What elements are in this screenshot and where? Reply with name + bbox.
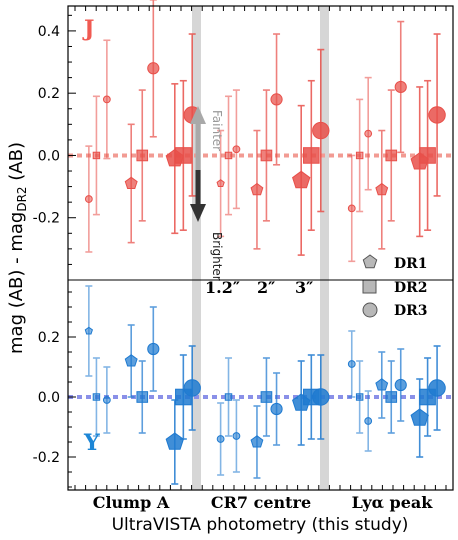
y-tick-label-y: 0.2 [38,330,60,346]
data-point-j-square-10 [224,151,233,160]
legend-label-dr1: DR1 [394,256,428,272]
data-point-y-circle-20 [364,417,373,425]
data-point-y-pentagon-6 [165,432,184,450]
data-point-y-pentagon-3 [124,354,138,367]
y-axis-label-end: (AB) [6,142,27,186]
band-label-j: J [82,16,94,42]
data-point-j-pentagon-15 [292,170,311,189]
x-minor-ticks [74,6,447,490]
data-point-y-circle-14 [270,402,283,416]
aperture-label-3: 3″ [295,278,313,297]
legend-marker-dr3 [362,302,378,318]
data-point-y-square-13 [260,391,273,403]
data-point-j-circle-20 [364,129,373,138]
y-tick-label-j: 0.4 [38,24,60,40]
y-tick-label-y: -0.2 [33,450,60,466]
data-point-y-circle-23 [394,378,407,392]
data-point-y-pentagon-0 [84,326,93,335]
data-point-j-circle-18 [347,204,356,213]
legend: DR1 DR2 DR3 [362,254,428,319]
data-point-j-circle-2 [102,95,111,104]
data-point-j-square-25 [419,147,436,164]
data-point-y-square-22 [385,391,398,403]
panel-j: -0.2 0.0 0.2 0.4 [33,0,453,281]
data-point-j-pentagon-12 [250,182,264,196]
legend-marker-dr1 [362,254,378,269]
y-axis-label: mag (AB) - magDR2 (AB) [6,142,29,354]
group-label-lya-peak: Lyα peak [352,493,434,512]
data-point-j-square-22 [385,149,398,162]
data-point-j-square-19 [355,151,364,160]
separator-band-1 [192,6,201,490]
y-axis-label-sub: DR2 [15,186,29,211]
data-point-y-circle-11 [232,432,241,440]
data-point-j-pentagon-9 [216,179,225,187]
brighter-arrow [190,170,206,222]
data-point-j-square-7 [175,147,192,164]
data-point-j-circle-0 [84,195,93,203]
aperture-label-1: 1.2″ [205,278,240,297]
group-label-cr7-centre: CR7 centre [211,493,311,512]
panel-y: -0.2 0.0 0.2 [33,285,453,488]
data-point-j-circle-17 [312,121,330,140]
y-tick-label-j: 0.2 [38,86,60,102]
data-point-j-pentagon-3 [124,176,138,189]
legend-label-dr2: DR2 [394,280,428,296]
fainter-label: Fainter [210,110,224,151]
data-point-y-circle-9 [216,435,225,443]
y-tick-label-j: -0.2 [33,211,60,227]
data-point-y-circle-8 [183,379,201,397]
y-axis-label-main: mag (AB) - mag [6,212,27,354]
y-tick-label-y: 0.0 [38,390,60,406]
data-point-y-pentagon-21 [375,378,389,391]
data-point-y-circle-2 [102,396,111,404]
brighter-label: Brighter [210,232,224,281]
data-point-y-circle-5 [147,342,160,356]
fainter-arrow [190,106,206,170]
legend-marker-dr2 [362,279,377,294]
data-point-y-square-19 [355,393,364,401]
data-point-j-square-4 [136,149,149,162]
data-point-y-square-4 [136,391,149,403]
data-point-y-circle-17 [312,388,330,406]
data-point-j-circle-5 [147,62,160,75]
data-point-j-circle-11 [232,145,241,154]
data-point-j-square-16 [303,147,320,164]
plot-frame [67,5,454,491]
aperture-label-2: 2″ [257,278,275,297]
y-tick-label-j: 0.0 [38,148,60,164]
legend-label-dr3: DR3 [394,303,428,319]
data-point-j-circle-26 [428,106,446,124]
data-point-j-square-13 [260,149,273,162]
separator-band-2 [320,6,329,490]
data-point-j-square-1 [92,151,101,160]
data-point-j-circle-23 [394,80,407,94]
data-point-j-pentagon-21 [375,182,389,196]
x-axis-label: UltraVISTA photometry (this study) [112,515,409,535]
data-point-y-pentagon-12 [250,435,264,448]
data-point-j-circle-14 [270,93,283,106]
group-label-clump-a: Clump A [93,493,170,512]
data-point-y-circle-26 [428,379,446,397]
band-label-y: Y [83,430,100,456]
data-point-y-square-10 [224,393,233,401]
data-point-y-circle-18 [347,360,356,368]
data-point-y-square-1 [92,393,101,401]
